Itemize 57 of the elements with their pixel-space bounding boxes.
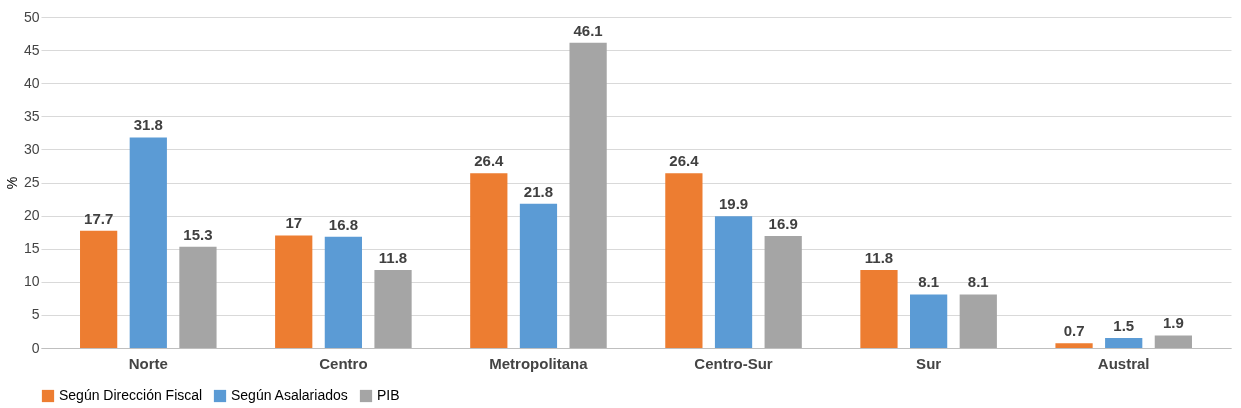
y-tick-label: 30 bbox=[23, 140, 40, 157]
bar bbox=[959, 294, 997, 348]
legend-label: Según Asalariados bbox=[231, 387, 348, 403]
y-tick-label: 0 bbox=[31, 339, 40, 356]
data-label: 1.9 bbox=[1162, 314, 1184, 332]
x-tick-label: Norte bbox=[128, 354, 168, 372]
data-label: 17.7 bbox=[84, 209, 114, 227]
bar bbox=[764, 236, 802, 348]
bar bbox=[470, 173, 508, 348]
data-label: 21.8 bbox=[523, 182, 554, 200]
y-tick-label: 5 bbox=[31, 306, 40, 323]
y-tick-label: 10 bbox=[23, 273, 40, 290]
bar bbox=[275, 235, 313, 348]
bar bbox=[324, 236, 362, 348]
x-tick-label: Metropolitana bbox=[489, 354, 589, 372]
bar bbox=[129, 137, 167, 348]
data-label: 11.8 bbox=[378, 248, 408, 266]
legend-label: PIB bbox=[377, 387, 400, 403]
data-label: 11.8 bbox=[864, 248, 894, 266]
data-label: 26.4 bbox=[474, 152, 505, 170]
data-label: 16.8 bbox=[328, 215, 358, 233]
bar bbox=[80, 230, 118, 348]
bar bbox=[179, 246, 217, 348]
bar bbox=[665, 173, 703, 348]
y-tick-label: 20 bbox=[23, 207, 40, 224]
bar bbox=[1055, 343, 1093, 348]
y-tick-label: 40 bbox=[23, 74, 40, 91]
data-label: 46.1 bbox=[573, 21, 603, 39]
x-tick-label: Centro-Sur bbox=[694, 354, 773, 372]
legend-label: Según Dirección Fiscal bbox=[59, 387, 203, 403]
y-tick-label: 25 bbox=[23, 174, 40, 190]
x-tick-label: Austral bbox=[1097, 354, 1150, 372]
bar bbox=[569, 42, 607, 348]
data-label: 15.3 bbox=[183, 225, 213, 243]
y-tick-label: 45 bbox=[23, 41, 40, 58]
bar bbox=[910, 294, 948, 348]
data-label: 0.7 bbox=[1063, 322, 1085, 340]
data-label: 17 bbox=[285, 214, 303, 232]
y-tick-label: 35 bbox=[23, 107, 40, 124]
data-label: 26.4 bbox=[669, 152, 700, 170]
data-label: 8.1 bbox=[967, 273, 989, 291]
bar bbox=[1154, 335, 1192, 348]
data-label: 31.8 bbox=[133, 116, 163, 134]
bar bbox=[860, 269, 898, 348]
bar bbox=[1105, 338, 1143, 348]
data-label: 16.9 bbox=[768, 215, 798, 233]
x-tick-label: Centro bbox=[319, 354, 368, 372]
bar bbox=[374, 269, 412, 348]
y-tick-label: 50 bbox=[23, 8, 40, 25]
data-label: 8.1 bbox=[918, 273, 940, 291]
y-axis-title: % bbox=[3, 176, 20, 190]
y-tick-label: 15 bbox=[23, 240, 40, 257]
bar bbox=[519, 203, 558, 348]
data-label: 19.9 bbox=[718, 195, 749, 213]
bar bbox=[714, 216, 753, 348]
x-tick-label: Sur bbox=[916, 354, 942, 372]
data-label: 1.5 bbox=[1113, 317, 1135, 335]
